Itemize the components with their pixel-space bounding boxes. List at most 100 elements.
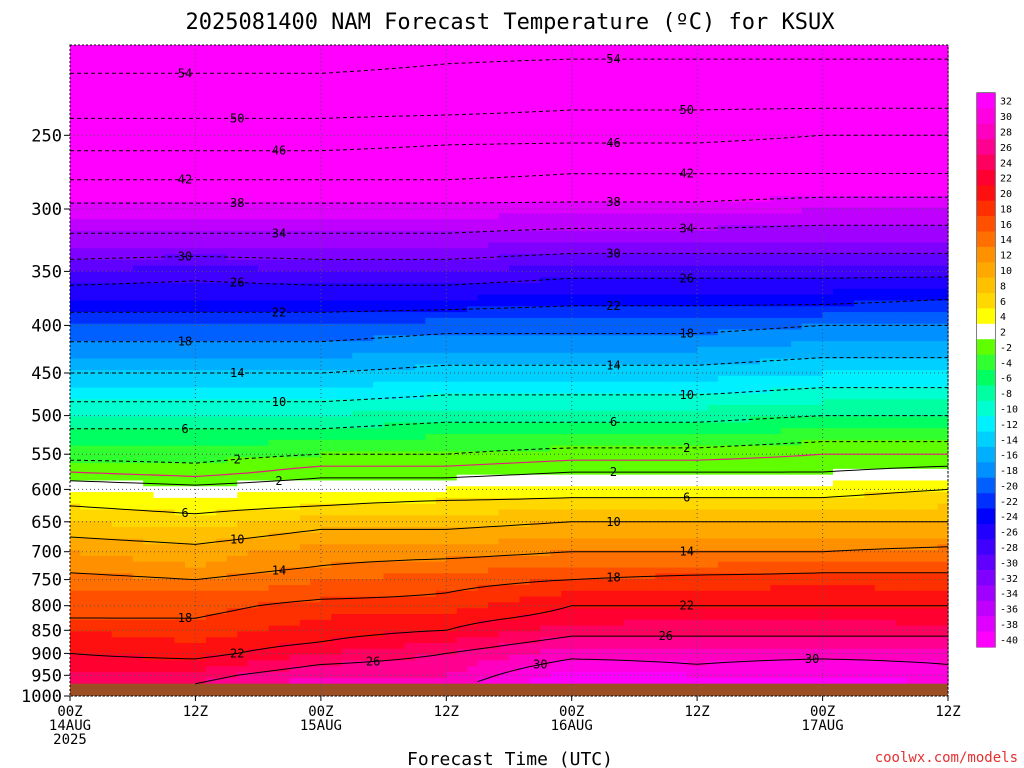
heatmap-cell bbox=[205, 108, 217, 116]
heatmap-cell bbox=[498, 381, 510, 389]
heatmap-cell bbox=[435, 399, 447, 406]
heatmap-cell bbox=[268, 103, 280, 110]
heatmap-cell bbox=[279, 335, 291, 342]
heatmap-cell bbox=[268, 497, 280, 505]
heatmap-cell bbox=[122, 521, 134, 528]
heatmap-cell bbox=[373, 137, 385, 145]
heatmap-cell bbox=[279, 637, 291, 644]
heatmap-cell bbox=[184, 149, 197, 156]
heatmap-cell bbox=[195, 236, 207, 244]
heatmap-cell bbox=[80, 643, 92, 650]
heatmap-cell bbox=[111, 468, 123, 476]
heatmap-cell bbox=[247, 451, 259, 458]
heatmap-cell bbox=[101, 254, 113, 261]
heatmap-cell bbox=[383, 515, 395, 522]
heatmap-cell bbox=[414, 114, 426, 122]
heatmap-cell bbox=[509, 341, 521, 348]
heatmap-cell bbox=[320, 213, 332, 220]
heatmap-cell bbox=[153, 207, 165, 214]
heatmap-cell bbox=[132, 637, 144, 644]
heatmap-cell bbox=[132, 677, 144, 685]
heatmap-cell bbox=[268, 463, 280, 470]
heatmap-cell bbox=[153, 677, 165, 685]
heatmap-cell bbox=[477, 393, 489, 400]
heatmap-cell bbox=[174, 631, 186, 638]
heatmap-cell bbox=[268, 509, 280, 516]
heatmap-cell bbox=[111, 637, 123, 644]
heatmap-cell bbox=[435, 207, 447, 214]
heatmap-cell bbox=[258, 660, 270, 667]
heatmap-cell bbox=[132, 643, 144, 650]
heatmap-cell bbox=[362, 375, 374, 383]
heatmap-cell bbox=[216, 509, 228, 516]
heatmap-cell bbox=[498, 259, 510, 267]
heatmap-cell bbox=[362, 306, 374, 313]
heatmap-cell bbox=[70, 619, 82, 627]
heatmap-cell bbox=[425, 352, 437, 360]
heatmap-cell bbox=[101, 660, 113, 667]
heatmap-cell bbox=[373, 619, 385, 627]
heatmap-cell bbox=[111, 457, 123, 464]
heatmap-cell bbox=[184, 480, 197, 487]
heatmap-cell bbox=[320, 643, 332, 650]
heatmap-cell bbox=[132, 300, 144, 307]
heatmap-cell bbox=[132, 143, 144, 151]
heatmap-cell bbox=[404, 137, 416, 145]
heatmap-cell bbox=[143, 149, 155, 156]
heatmap-cell bbox=[90, 201, 102, 209]
heatmap-cell bbox=[111, 312, 123, 319]
heatmap-cell bbox=[195, 468, 207, 476]
heatmap-cell bbox=[320, 654, 332, 662]
heatmap-cell bbox=[122, 643, 134, 650]
heatmap-cell bbox=[383, 45, 395, 52]
heatmap-cell bbox=[143, 248, 155, 255]
heatmap-cell bbox=[341, 648, 353, 656]
heatmap-cell bbox=[404, 155, 416, 162]
heatmap-cell bbox=[268, 434, 280, 441]
heatmap-cell bbox=[216, 457, 228, 464]
heatmap-cell bbox=[101, 108, 113, 116]
heatmap-cell bbox=[174, 85, 186, 93]
heatmap-cell bbox=[80, 283, 92, 290]
heatmap-cell bbox=[509, 213, 521, 220]
heatmap-cell bbox=[184, 416, 197, 424]
heatmap-cell bbox=[394, 352, 406, 360]
heatmap-cell bbox=[216, 381, 228, 389]
heatmap-cell bbox=[446, 79, 458, 87]
heatmap-cell bbox=[352, 468, 364, 476]
heatmap-cell bbox=[488, 103, 500, 110]
heatmap-cell bbox=[509, 399, 521, 406]
heatmap-cell bbox=[237, 178, 249, 185]
heatmap-cell bbox=[519, 184, 531, 191]
heatmap-cell bbox=[164, 190, 176, 197]
heatmap-cell bbox=[488, 387, 500, 394]
heatmap-cell bbox=[237, 434, 249, 441]
heatmap-cell bbox=[394, 399, 406, 406]
heatmap-cell bbox=[414, 346, 426, 354]
heatmap-cell bbox=[90, 521, 102, 528]
heatmap-cell bbox=[362, 567, 374, 574]
heatmap-cell bbox=[174, 56, 186, 64]
heatmap-cell bbox=[247, 85, 259, 93]
heatmap-cell bbox=[488, 654, 500, 662]
heatmap-cell bbox=[362, 648, 374, 656]
heatmap-cell bbox=[435, 404, 447, 412]
heatmap-cell bbox=[268, 387, 280, 394]
heatmap-cell bbox=[101, 492, 113, 499]
heatmap-cell bbox=[341, 172, 353, 180]
heatmap-cell bbox=[101, 248, 113, 255]
heatmap-cell bbox=[394, 602, 406, 609]
heatmap-cell bbox=[509, 219, 521, 226]
heatmap-cell bbox=[509, 143, 521, 151]
heatmap-cell bbox=[425, 277, 437, 284]
heatmap-cell bbox=[153, 103, 165, 110]
heatmap-cell bbox=[90, 637, 102, 644]
heatmap-cell bbox=[174, 555, 186, 563]
heatmap-cell bbox=[540, 230, 552, 238]
heatmap-cell bbox=[540, 195, 552, 203]
heatmap-cell bbox=[352, 120, 364, 127]
heatmap-cell bbox=[331, 672, 343, 679]
heatmap-cell bbox=[477, 364, 489, 371]
heatmap-cell bbox=[394, 480, 406, 487]
heatmap-cell bbox=[373, 97, 385, 104]
